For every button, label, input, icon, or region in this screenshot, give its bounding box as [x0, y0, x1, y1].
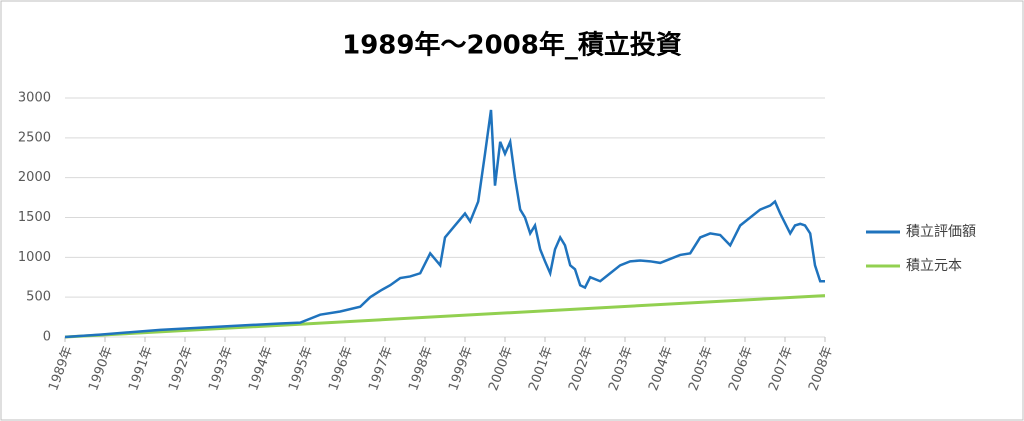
- y-tick-label: 1500: [18, 210, 51, 225]
- y-tick-label: 3000: [18, 91, 51, 106]
- chart-title: 1989年～2008年_積立投資: [342, 30, 682, 61]
- line: [64, 294, 826, 339]
- y-tick-label: 2500: [18, 130, 51, 145]
- y-tick-label: 500: [26, 290, 51, 305]
- y-tick-label: 0: [43, 330, 51, 345]
- legend-label: 積立元本: [906, 258, 962, 274]
- y-tick-label: 1000: [18, 250, 51, 265]
- line: [64, 109, 825, 339]
- legend-label: 積立評価額: [906, 224, 976, 240]
- y-tick-label: 2000: [18, 170, 51, 185]
